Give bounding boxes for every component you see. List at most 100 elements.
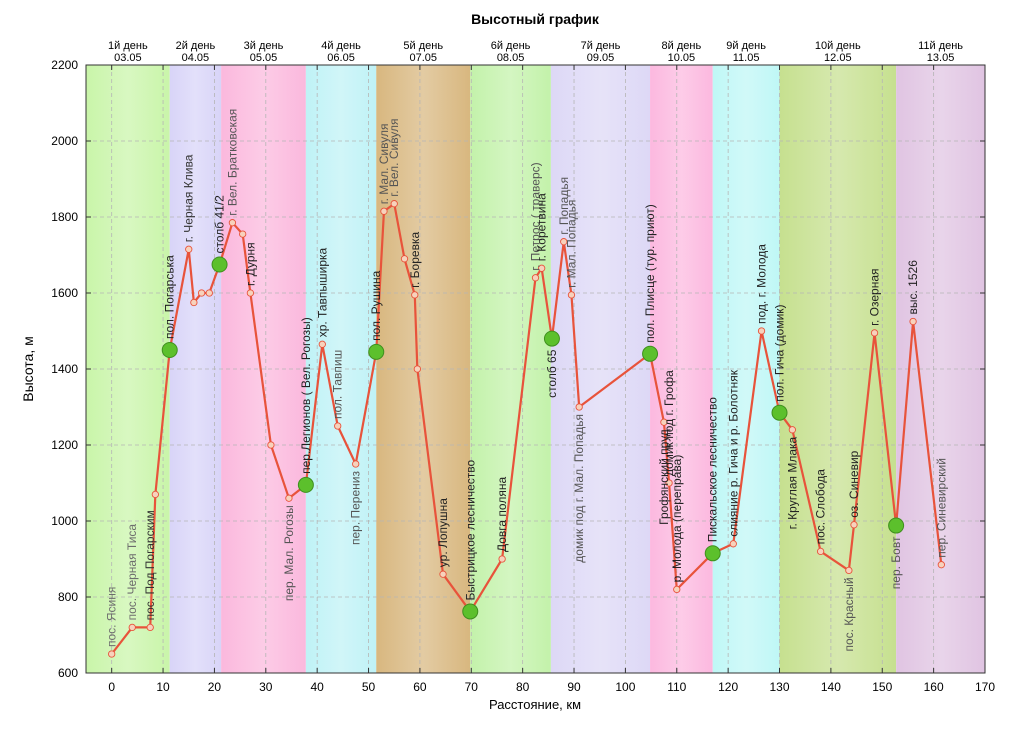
data-point-marker bbox=[909, 317, 917, 326]
point-annotation: столб 41/2 bbox=[213, 195, 227, 254]
day-band bbox=[86, 65, 170, 673]
data-point-marker bbox=[390, 200, 398, 208]
x-tick-label: 130 bbox=[769, 680, 789, 694]
data-point-marker bbox=[788, 426, 797, 434]
data-point-marker bbox=[531, 274, 540, 282]
point-annotation: пос. Красный bbox=[842, 577, 856, 651]
x-tick-label: 80 bbox=[516, 680, 530, 694]
day-label: 1й день bbox=[108, 40, 148, 52]
x-tick-label: 60 bbox=[413, 680, 427, 694]
data-point-marker bbox=[267, 441, 275, 449]
y-tick-label: 600 bbox=[58, 666, 78, 680]
x-tick-label: 150 bbox=[872, 680, 892, 694]
day-label: 11й день bbox=[918, 40, 963, 52]
annotations-layer: пос. Ясиня пос. Черная Тиса пос. Под Погар… bbox=[105, 109, 949, 652]
key-point-marker bbox=[642, 345, 659, 362]
data-point-marker bbox=[567, 291, 576, 299]
data-point-marker bbox=[151, 490, 160, 499]
key-point-marker bbox=[462, 603, 479, 620]
point-annotation: хр. Тавпыширка bbox=[315, 247, 329, 337]
y-tick-label: 1400 bbox=[51, 362, 78, 376]
data-point-marker bbox=[729, 540, 737, 548]
y-tick-label: 800 bbox=[58, 590, 78, 604]
point-annotation: пер. Синевирский bbox=[934, 458, 948, 558]
x-tick-label: 100 bbox=[615, 680, 635, 694]
y-axis-label: Высота, м bbox=[20, 336, 36, 401]
day-date: 08.05 bbox=[497, 52, 525, 64]
point-annotation: р. Молода (переправа) bbox=[670, 455, 684, 583]
x-tick-label: 10 bbox=[156, 680, 170, 694]
data-point-marker bbox=[673, 585, 681, 594]
day-date: 11.05 bbox=[733, 52, 760, 64]
day-label: 3й день bbox=[244, 40, 284, 52]
data-point-marker bbox=[185, 245, 193, 253]
data-point-marker bbox=[146, 623, 154, 632]
point-annotation: пос. Слобода bbox=[814, 469, 828, 545]
point-annotation: домик под г. Мал. Попадья bbox=[572, 414, 586, 563]
data-point-marker bbox=[411, 291, 419, 299]
point-annotation: пер. Мал. Рогозы bbox=[282, 505, 296, 601]
data-point-marker bbox=[937, 561, 945, 569]
y-tick-label: 2200 bbox=[51, 58, 78, 72]
data-point-marker bbox=[239, 230, 247, 238]
key-point-marker bbox=[704, 545, 721, 562]
point-annotation: Пискальское лесничество bbox=[706, 397, 720, 543]
x-tick-label: 110 bbox=[667, 680, 686, 694]
key-point-marker bbox=[543, 330, 560, 347]
point-annotation: г. Дурня bbox=[243, 242, 257, 286]
point-annotation: г. Коретвина bbox=[535, 193, 549, 261]
point-annotation: г. Мал. Попадья bbox=[564, 200, 578, 288]
point-annotation: пол. Гича (домик) bbox=[773, 304, 787, 401]
x-tick-label: 90 bbox=[567, 680, 581, 694]
point-annotation: г. Круглая Млака bbox=[785, 436, 799, 529]
day-label: 8й день bbox=[662, 40, 702, 52]
point-annotation: г. Петрос ( траверс) bbox=[529, 162, 543, 270]
point-annotation: пол. Рушина bbox=[369, 270, 383, 341]
point-annotation: пос. Под Погарским bbox=[143, 510, 157, 620]
x-tick-label: 50 bbox=[362, 680, 376, 694]
point-annotation: г. Попадья bbox=[557, 177, 571, 235]
x-tick-label: 30 bbox=[259, 680, 273, 694]
data-point-marker bbox=[352, 460, 360, 468]
y-tick-label: 1800 bbox=[51, 210, 78, 224]
point-annotation: пол. Плисце (тур. приют) bbox=[643, 204, 657, 343]
point-annotation: домик под г. Грофа bbox=[662, 370, 676, 476]
point-annotation: под. г. Молода bbox=[755, 244, 769, 324]
data-point-marker bbox=[575, 403, 583, 411]
day-date: 12.05 bbox=[824, 52, 852, 64]
key-point-marker bbox=[888, 517, 905, 534]
point-annotation: г. Вел. Братковская bbox=[225, 109, 239, 216]
day-date: 07.05 bbox=[409, 52, 437, 64]
key-point-marker bbox=[161, 342, 178, 358]
y-tick-label: 2000 bbox=[51, 134, 78, 148]
data-point-marker bbox=[285, 494, 293, 502]
day-label: 5й день bbox=[403, 40, 443, 52]
day-band bbox=[470, 65, 551, 673]
series-layer bbox=[108, 200, 945, 658]
data-point-marker bbox=[190, 298, 198, 307]
key-point-marker bbox=[771, 404, 788, 421]
point-annotation: г. Мал. Сивуля bbox=[377, 124, 391, 205]
data-point-marker bbox=[197, 289, 206, 297]
point-annotation: г. Вел. Сивуля bbox=[387, 118, 401, 196]
point-annotation: пер.Легионов ( Вел. Рогозы) bbox=[299, 317, 313, 474]
data-point-marker bbox=[413, 365, 421, 373]
data-point-marker bbox=[665, 479, 673, 487]
point-annotation: столб 65 bbox=[545, 349, 559, 398]
x-tick-label: 70 bbox=[465, 680, 479, 694]
point-annotation: выс. 1526 bbox=[906, 260, 920, 315]
key-point-marker bbox=[368, 343, 385, 360]
point-annotation: Грофянский пруд bbox=[657, 429, 671, 525]
day-label: 4й день bbox=[321, 40, 361, 52]
x-tick-label: 120 bbox=[718, 680, 738, 694]
data-point-marker bbox=[816, 547, 825, 556]
x-tick-label: 0 bbox=[108, 680, 115, 694]
y-tick-label: 1000 bbox=[51, 514, 78, 528]
data-point-marker bbox=[108, 650, 116, 658]
point-annotation: пос. Ясиня bbox=[105, 587, 119, 647]
data-point-marker bbox=[246, 289, 255, 297]
y-tick-label: 1600 bbox=[51, 286, 78, 300]
x-tick-label: 40 bbox=[310, 680, 324, 694]
data-point-marker bbox=[850, 521, 858, 529]
